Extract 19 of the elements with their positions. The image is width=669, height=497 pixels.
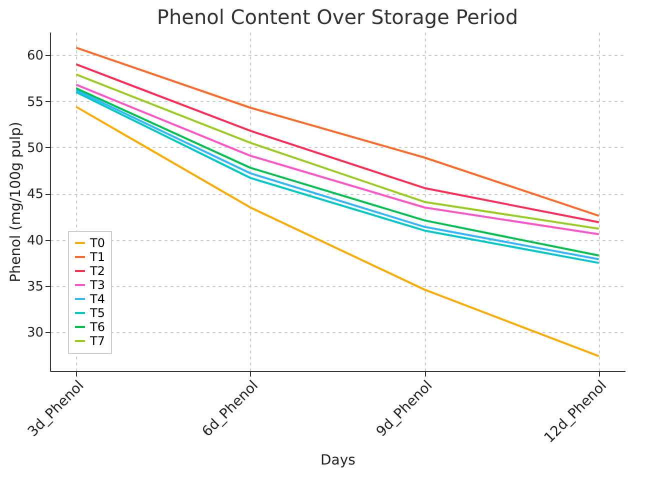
legend-label: T5	[89, 306, 105, 320]
legend-label: T0	[89, 236, 105, 250]
chart-title: Phenol Content Over Storage Period	[156, 5, 518, 29]
x-axis-title: Days	[320, 452, 356, 469]
y-tick-label: 60	[26, 48, 44, 64]
legend-label: T7	[89, 334, 105, 348]
y-axis-title: Phenol (mg/100g pulp)	[8, 122, 24, 282]
legend-label: T6	[89, 320, 105, 334]
legend-label: T4	[89, 292, 105, 306]
y-tick-label: 45	[26, 187, 44, 202]
y-tick-label: 30	[26, 326, 44, 341]
line-series	[75, 106, 600, 358]
legend-label: T1	[89, 250, 105, 264]
y-tick-label: 35	[26, 280, 44, 295]
y-tick-label: 40	[26, 233, 44, 248]
legend-label: T3	[89, 278, 105, 292]
y-tick-label: 50	[26, 140, 44, 156]
y-tick-label: 55	[26, 94, 44, 110]
legend-label: T2	[89, 264, 105, 278]
